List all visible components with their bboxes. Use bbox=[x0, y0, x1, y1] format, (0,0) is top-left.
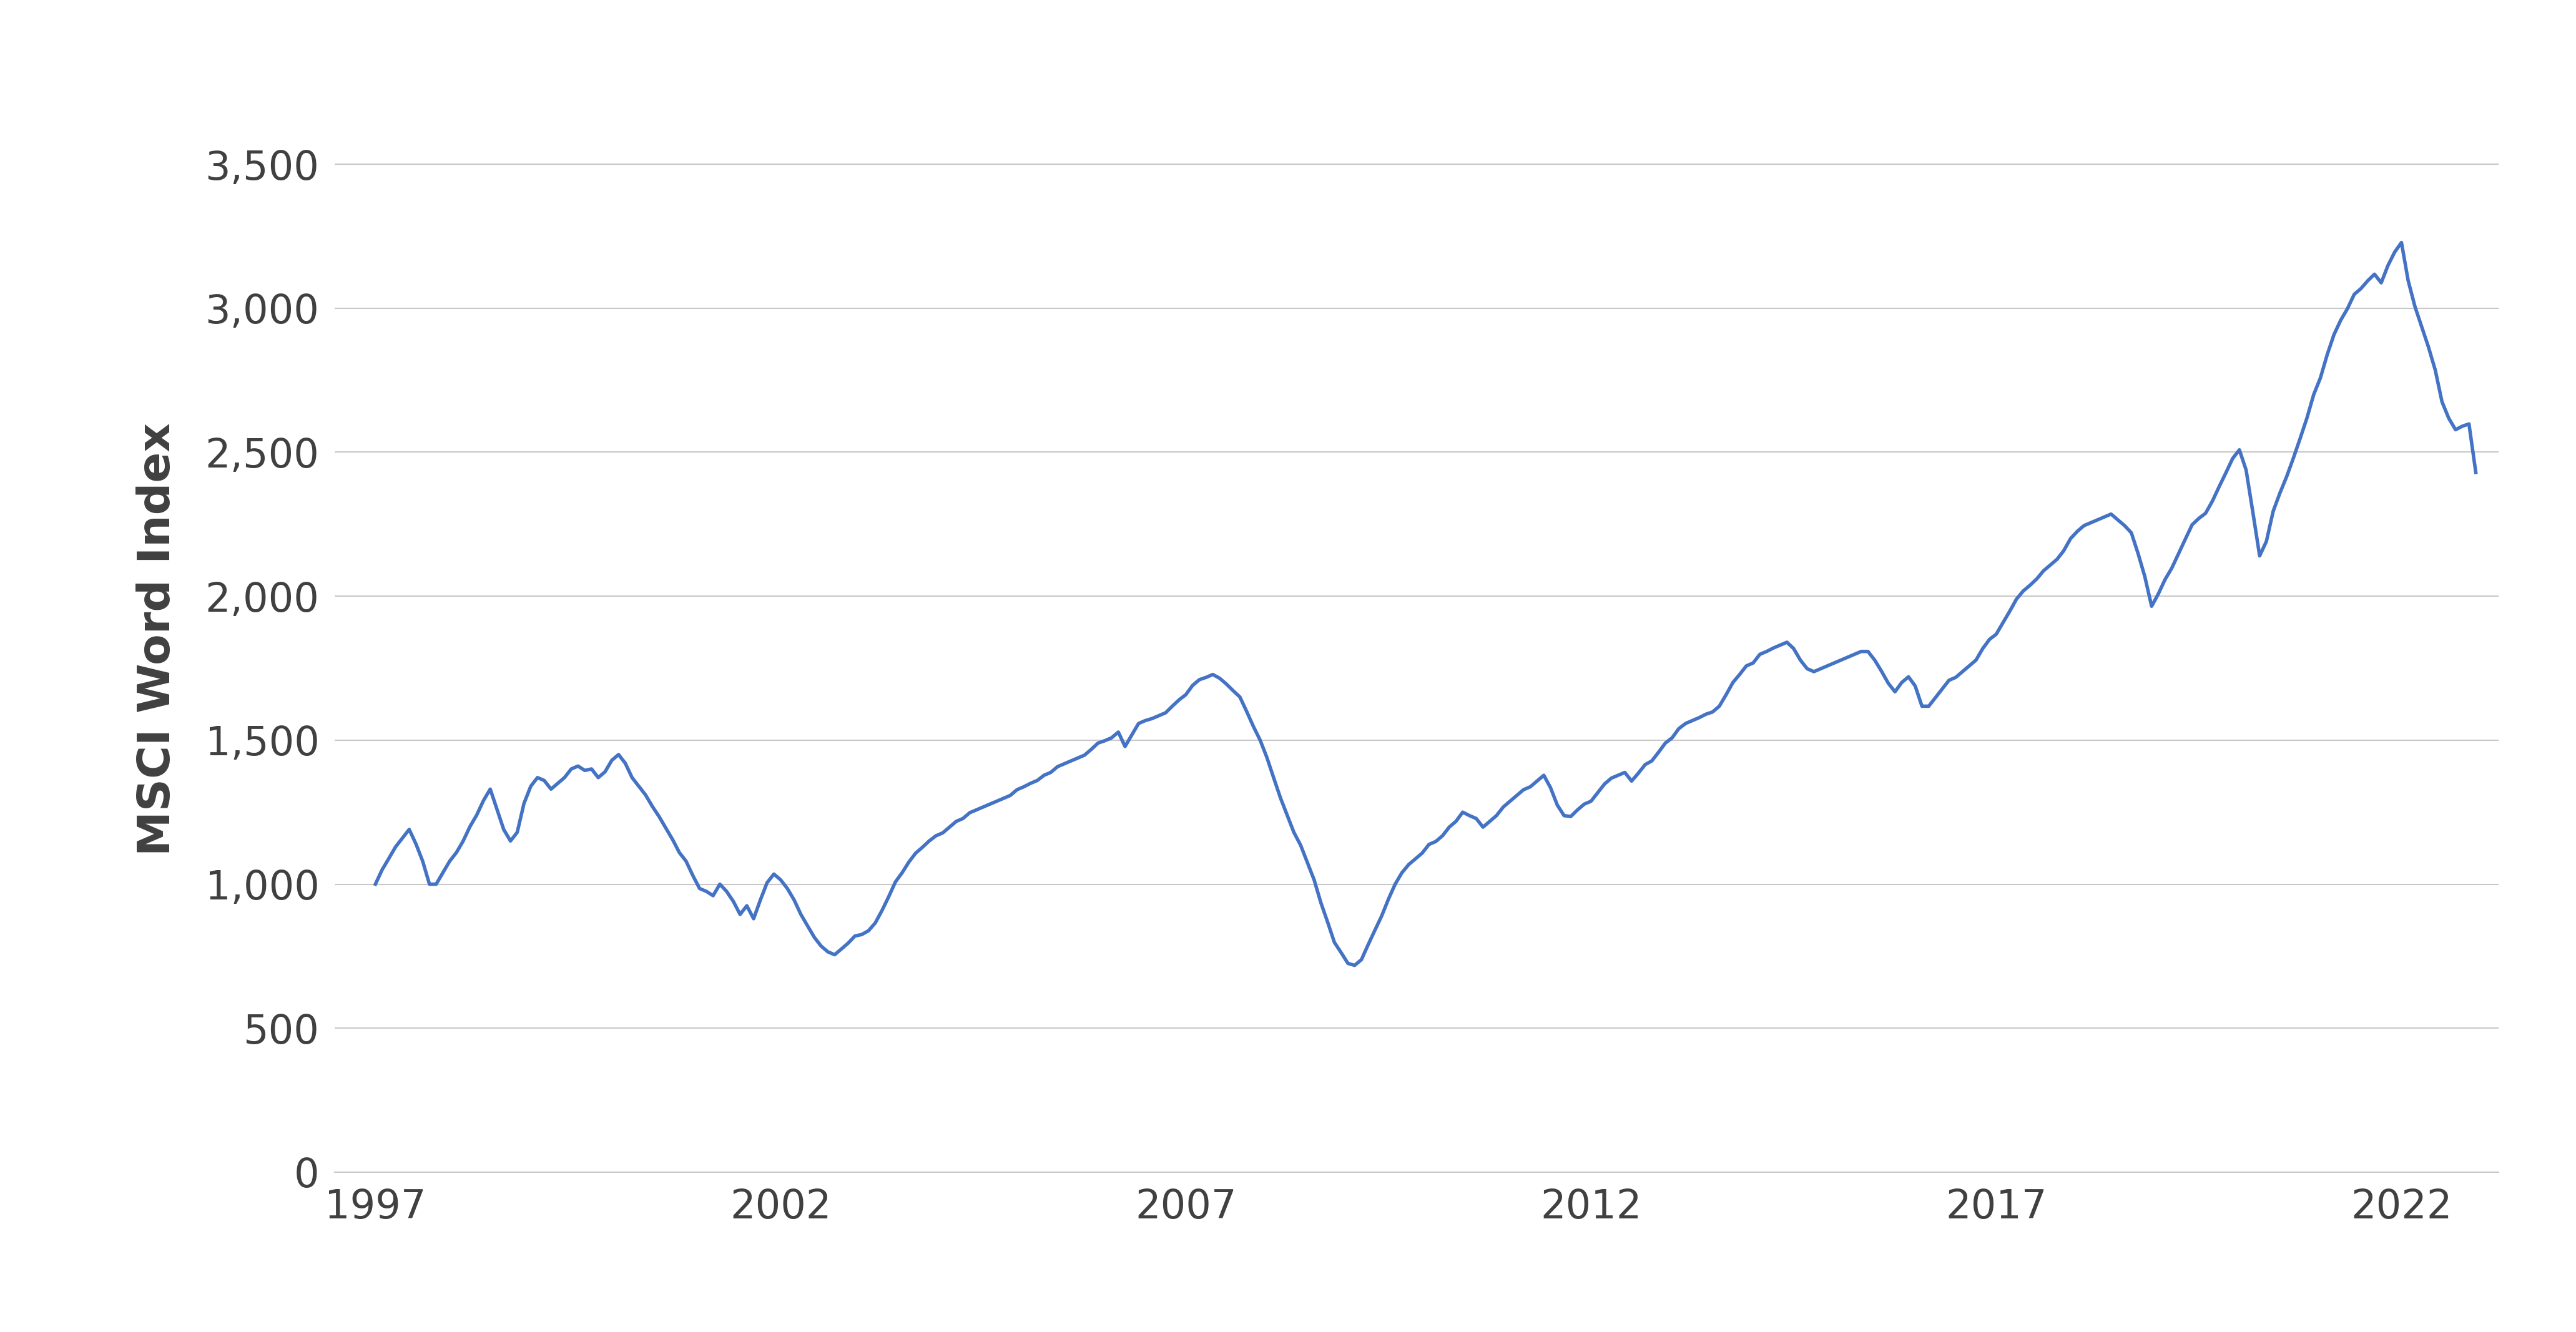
Y-axis label: MSCI Word Index: MSCI Word Index bbox=[137, 422, 180, 856]
